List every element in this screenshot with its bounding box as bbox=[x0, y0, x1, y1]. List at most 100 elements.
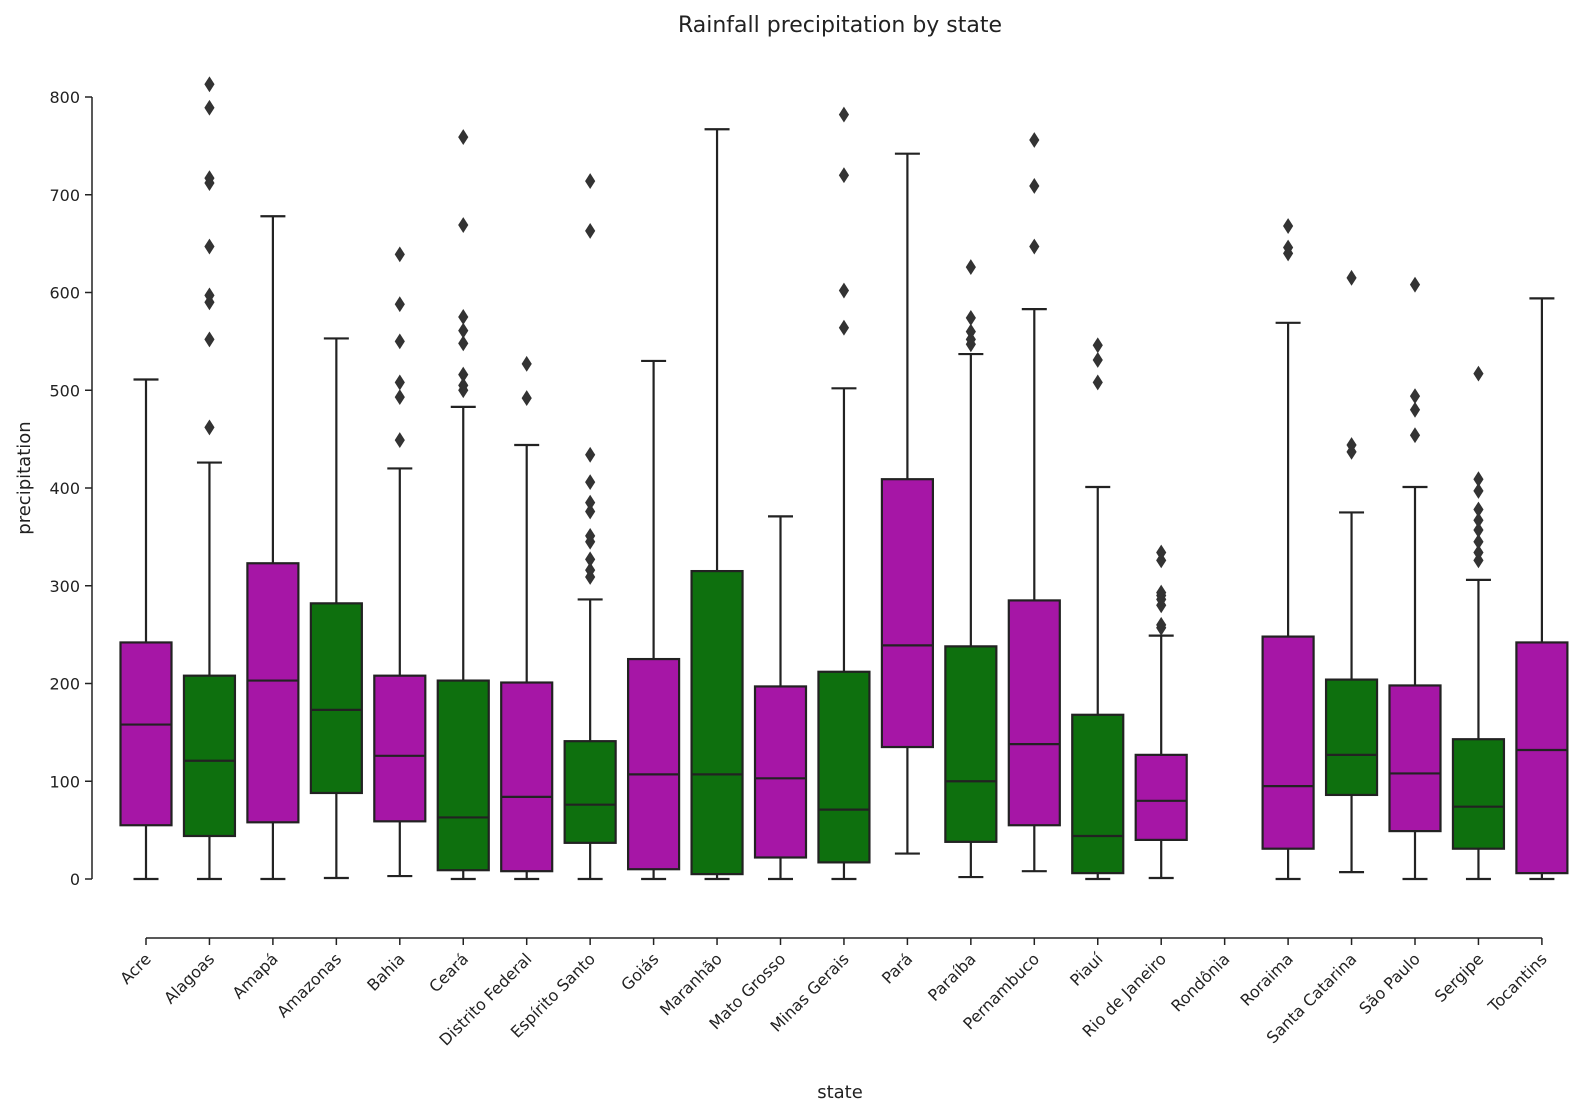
chart-title: Rainfall precipitation by state bbox=[678, 13, 1002, 38]
outlier-point bbox=[394, 333, 405, 350]
outlier-point bbox=[204, 287, 215, 304]
box bbox=[309, 602, 363, 795]
outlier-point bbox=[838, 167, 850, 184]
x-tick-label: Pará bbox=[878, 949, 916, 987]
outlier-point bbox=[585, 173, 596, 189]
box bbox=[880, 478, 935, 749]
outlier-point bbox=[585, 222, 596, 239]
outlier-point bbox=[1473, 483, 1484, 499]
x-tick-label: Alagoas bbox=[160, 949, 218, 1007]
box bbox=[1324, 678, 1379, 797]
box bbox=[1071, 713, 1125, 875]
outlier-point bbox=[585, 446, 596, 463]
box-group bbox=[1007, 132, 1061, 873]
box bbox=[182, 674, 237, 838]
box bbox=[119, 641, 173, 827]
box-group bbox=[1451, 365, 1506, 881]
outlier-point bbox=[585, 527, 596, 544]
outlier-point bbox=[458, 309, 469, 325]
outlier-point bbox=[1092, 352, 1103, 368]
box-group bbox=[817, 106, 871, 881]
y-tick-label: 0 bbox=[70, 870, 80, 889]
x-tick-label: Ceará bbox=[425, 949, 472, 996]
box-group bbox=[119, 378, 173, 881]
outlier-point bbox=[1156, 616, 1167, 633]
box bbox=[690, 569, 744, 876]
box-group bbox=[500, 355, 554, 881]
box bbox=[1451, 738, 1506, 850]
outlier-point bbox=[458, 322, 469, 339]
outlier-point bbox=[394, 389, 405, 406]
outlier-point bbox=[204, 99, 215, 116]
outlier-point bbox=[394, 246, 405, 263]
box bbox=[563, 740, 617, 844]
x-tick-label: Amapá bbox=[228, 949, 281, 1002]
outlier-point bbox=[1029, 132, 1040, 148]
outlier-point bbox=[1346, 437, 1357, 453]
outlier-point bbox=[1473, 522, 1484, 538]
outlier-point bbox=[1473, 512, 1484, 529]
box bbox=[626, 657, 681, 871]
box-group bbox=[1261, 218, 1315, 881]
x-axis-label: state bbox=[817, 1082, 863, 1103]
y-tick-label: 700 bbox=[49, 186, 80, 205]
outlier-point bbox=[394, 432, 405, 449]
outlier-point bbox=[204, 419, 215, 436]
box-group bbox=[182, 76, 237, 881]
box-group bbox=[1134, 544, 1188, 880]
box-group bbox=[373, 246, 427, 878]
y-tick-label: 300 bbox=[49, 577, 80, 596]
x-tick-label: Paraíba bbox=[924, 949, 980, 1005]
outlier-point bbox=[1409, 427, 1421, 444]
box bbox=[500, 681, 554, 873]
outlier-point bbox=[204, 331, 215, 348]
box-group bbox=[626, 359, 681, 881]
outlier-point bbox=[1156, 544, 1167, 561]
outlier-point bbox=[838, 319, 850, 336]
x-tick-label: Tocantins bbox=[1484, 949, 1551, 1016]
x-tick-label: Goiás bbox=[617, 949, 662, 994]
box bbox=[373, 674, 427, 823]
y-tick-label: 100 bbox=[49, 772, 80, 791]
x-tick-label: Sergipe bbox=[1431, 949, 1488, 1006]
box-series bbox=[119, 76, 1569, 881]
box-group bbox=[880, 152, 935, 855]
box bbox=[817, 670, 871, 864]
outlier-point bbox=[838, 106, 850, 123]
outlier-point bbox=[838, 282, 850, 299]
y-tick-label: 400 bbox=[49, 479, 80, 498]
y-tick-label: 600 bbox=[49, 284, 80, 303]
outlier-point bbox=[965, 309, 976, 326]
outlier-point bbox=[1346, 269, 1357, 286]
outlier-point bbox=[204, 238, 215, 255]
outlier-point bbox=[585, 503, 596, 520]
outlier-point bbox=[1029, 238, 1040, 255]
outlier-point bbox=[521, 390, 532, 406]
box-group bbox=[753, 515, 808, 881]
outlier-point bbox=[585, 494, 596, 511]
box-group bbox=[246, 215, 300, 881]
outlier-point bbox=[965, 259, 976, 276]
outlier-point bbox=[585, 562, 596, 579]
outlier-point bbox=[1092, 374, 1103, 391]
outlier-point bbox=[394, 374, 405, 391]
y-tick-label: 800 bbox=[49, 88, 80, 107]
box bbox=[1261, 635, 1315, 850]
outlier-point bbox=[1029, 178, 1040, 194]
box bbox=[246, 562, 300, 824]
outlier-point bbox=[1473, 533, 1484, 550]
outlier-point bbox=[1473, 501, 1484, 518]
outlier-point bbox=[1409, 388, 1421, 405]
outlier-point bbox=[1409, 276, 1421, 293]
y-tick-label: 200 bbox=[49, 675, 80, 694]
box-group bbox=[1071, 337, 1125, 881]
outlier-point bbox=[1409, 401, 1421, 418]
y-axis: 0 100 200 300 400 500 600 700 800 bbox=[49, 88, 93, 889]
outlier-point bbox=[1283, 218, 1294, 234]
box-group bbox=[309, 337, 363, 880]
box bbox=[1134, 753, 1188, 841]
outlier-point bbox=[1473, 471, 1484, 488]
x-tick-label: Piauí bbox=[1066, 949, 1107, 990]
outlier-point bbox=[394, 296, 405, 313]
